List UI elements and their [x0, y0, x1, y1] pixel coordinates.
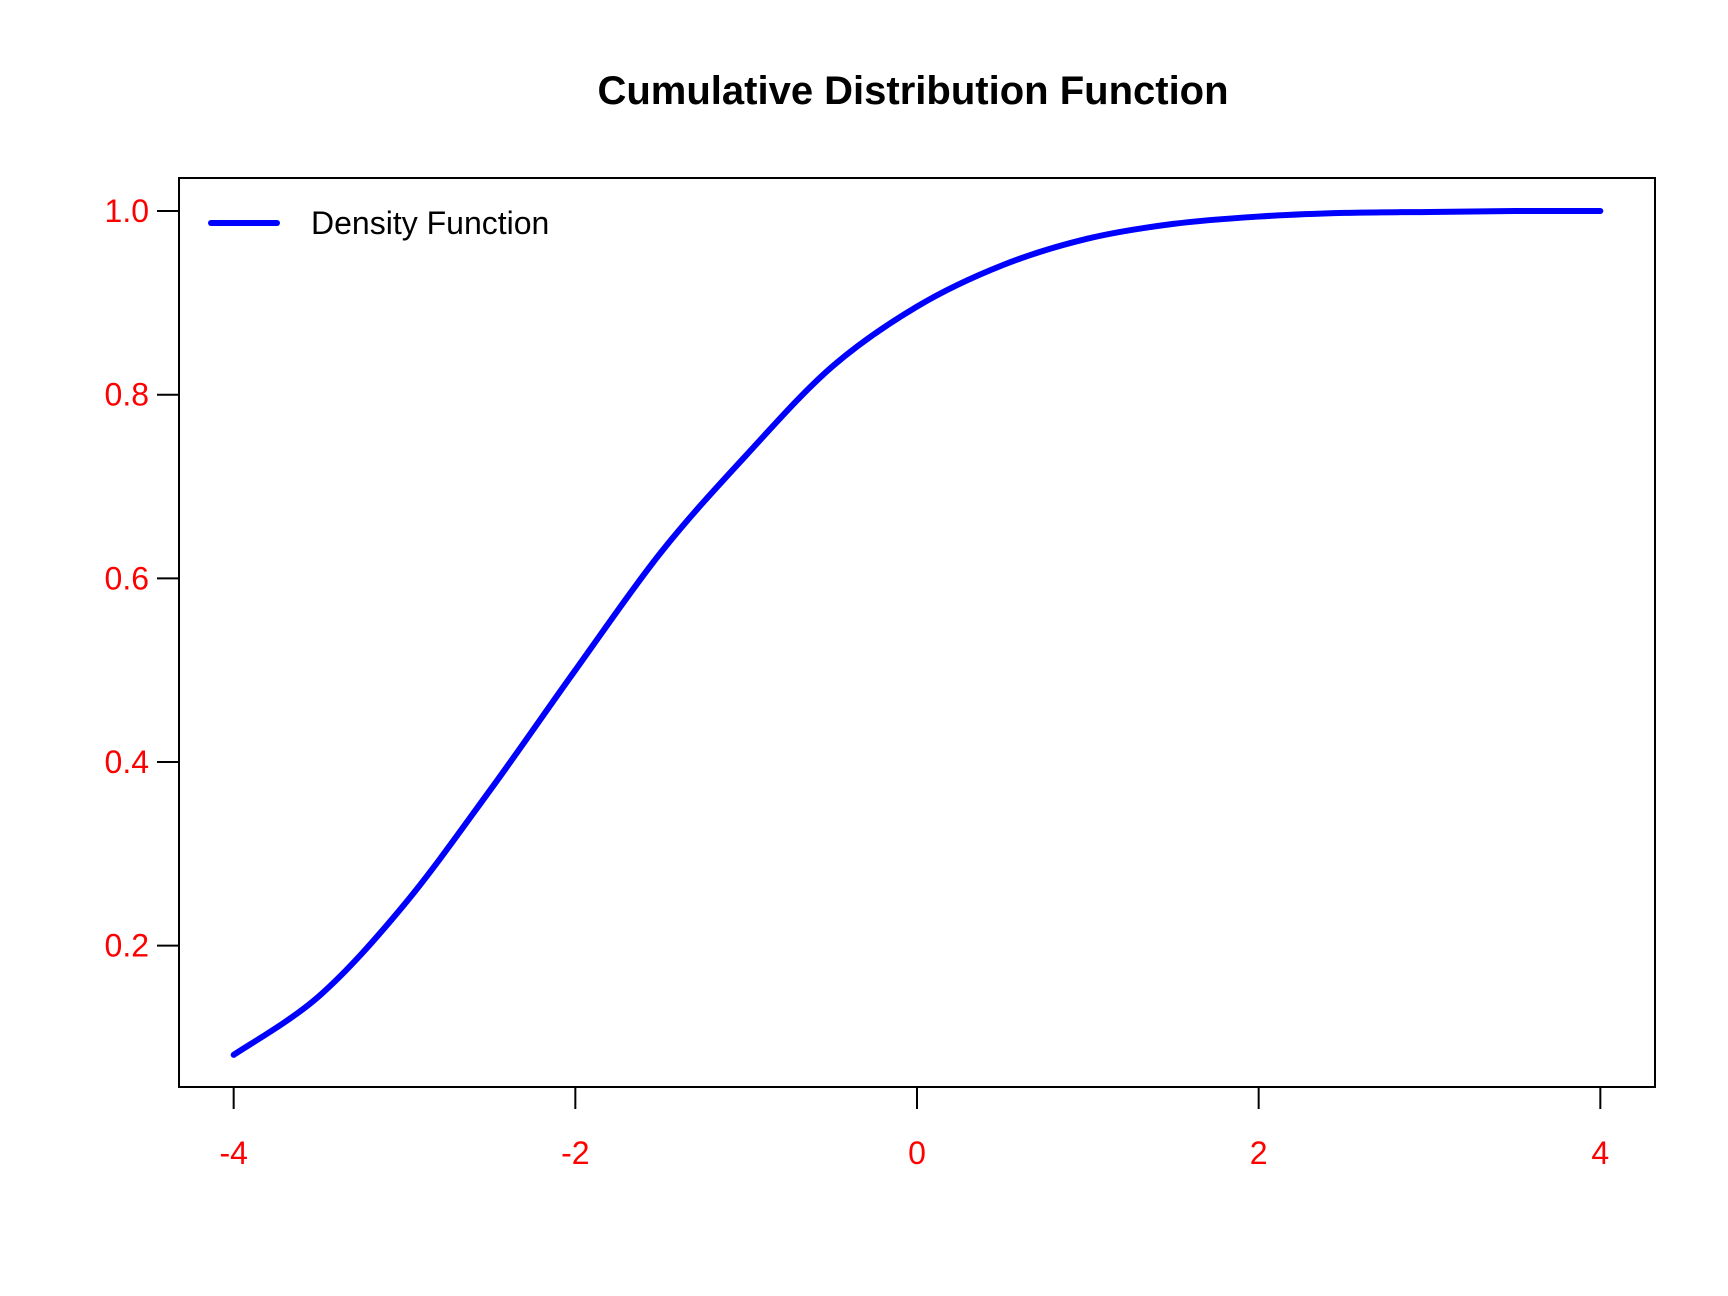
y-tick-label: 0.8	[105, 377, 149, 413]
x-tick-label: 2	[1250, 1135, 1268, 1171]
y-axis: 0.2 0.4 0.6 0.8 1.0	[105, 193, 180, 964]
chart-title: Cumulative Distribution Function	[597, 69, 1228, 113]
series-line-density-function	[230, 207, 1604, 1058]
x-tick-label: -4	[219, 1135, 247, 1171]
y-tick-label: 0.2	[105, 928, 149, 964]
y-tick-label: 0.4	[105, 744, 149, 780]
plot-frame	[178, 177, 1656, 1088]
y-tick-label: 0.6	[105, 560, 149, 596]
legend-label-density-function: Density Function	[311, 205, 549, 241]
x-tick-label: 4	[1591, 1135, 1609, 1171]
x-tick-label: -2	[561, 1135, 589, 1171]
x-tick-label: 0	[908, 1135, 926, 1171]
legend: Density Function	[208, 205, 549, 241]
y-tick-label: 1.0	[105, 193, 149, 229]
series-layer	[230, 207, 1604, 1058]
x-axis: -4 -2 0 2 4	[219, 1086, 1609, 1171]
